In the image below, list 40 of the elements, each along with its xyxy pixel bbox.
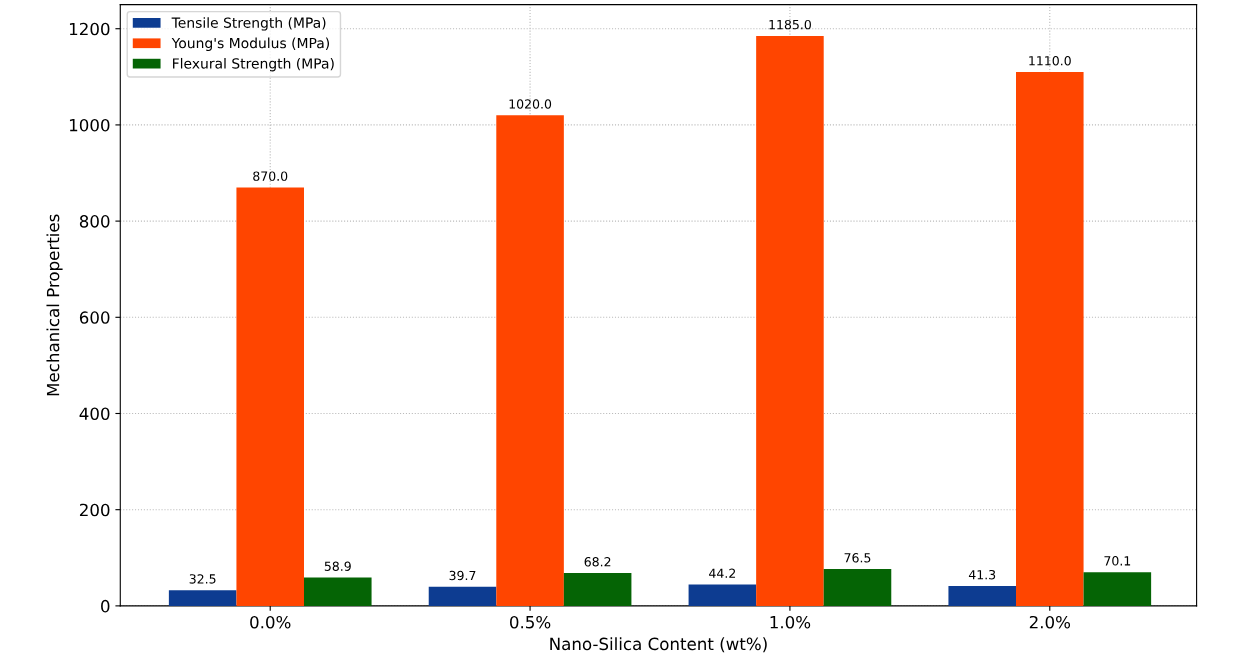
y-tick-label: 600: [79, 311, 110, 324]
y-tick-label: 800: [79, 215, 110, 228]
y-tick-label: 400: [79, 407, 110, 421]
data-label: 1110.0: [1029, 55, 1071, 66]
bar: [1016, 72, 1084, 606]
bar: [304, 577, 372, 606]
x-tick-label: 1.0%: [770, 615, 811, 629]
data-label: 44.2: [709, 568, 736, 578]
y-tick-label: 1000: [69, 118, 110, 132]
x-tick-label: 2.0%: [1029, 615, 1071, 629]
data-label: 1185.0: [769, 19, 811, 30]
data-label: 70.1: [1104, 556, 1131, 566]
bar: [688, 584, 757, 606]
y-tick-label: 1200: [69, 22, 110, 36]
bar: [236, 187, 304, 606]
bar: [563, 573, 632, 606]
x-axis-title: Nano-Silica Content (wt%): [550, 637, 767, 653]
bar: [756, 35, 824, 606]
data-label: 39.7: [449, 570, 476, 581]
bar: [496, 115, 564, 606]
y-axis-title: Mechanical Properties: [46, 214, 63, 396]
legend-label: Young's Modulus (MPa): [171, 37, 329, 51]
y-tick-label: 0: [101, 599, 110, 613]
data-label: 58.9: [324, 561, 351, 571]
bar: [428, 586, 497, 606]
legend-label: Flexural Strength (MPa): [173, 57, 334, 72]
legend-label: Tensile Strength (MPa): [171, 17, 326, 31]
bar: [823, 569, 892, 606]
x-tick-label: 0.5%: [510, 615, 551, 629]
data-label: 76.5: [844, 553, 871, 563]
data-label: 1020.0: [509, 99, 552, 109]
data-label: 870.0: [253, 171, 288, 181]
data-label: 41.3: [968, 569, 996, 580]
x-tick-label: 0.0%: [250, 615, 291, 629]
y-tick-label: 200: [79, 503, 110, 517]
data-label: 68.2: [584, 557, 611, 567]
bar: [948, 586, 1016, 606]
bar: [168, 590, 237, 606]
data-label: 32.5: [189, 574, 216, 584]
bar: [1083, 572, 1152, 606]
